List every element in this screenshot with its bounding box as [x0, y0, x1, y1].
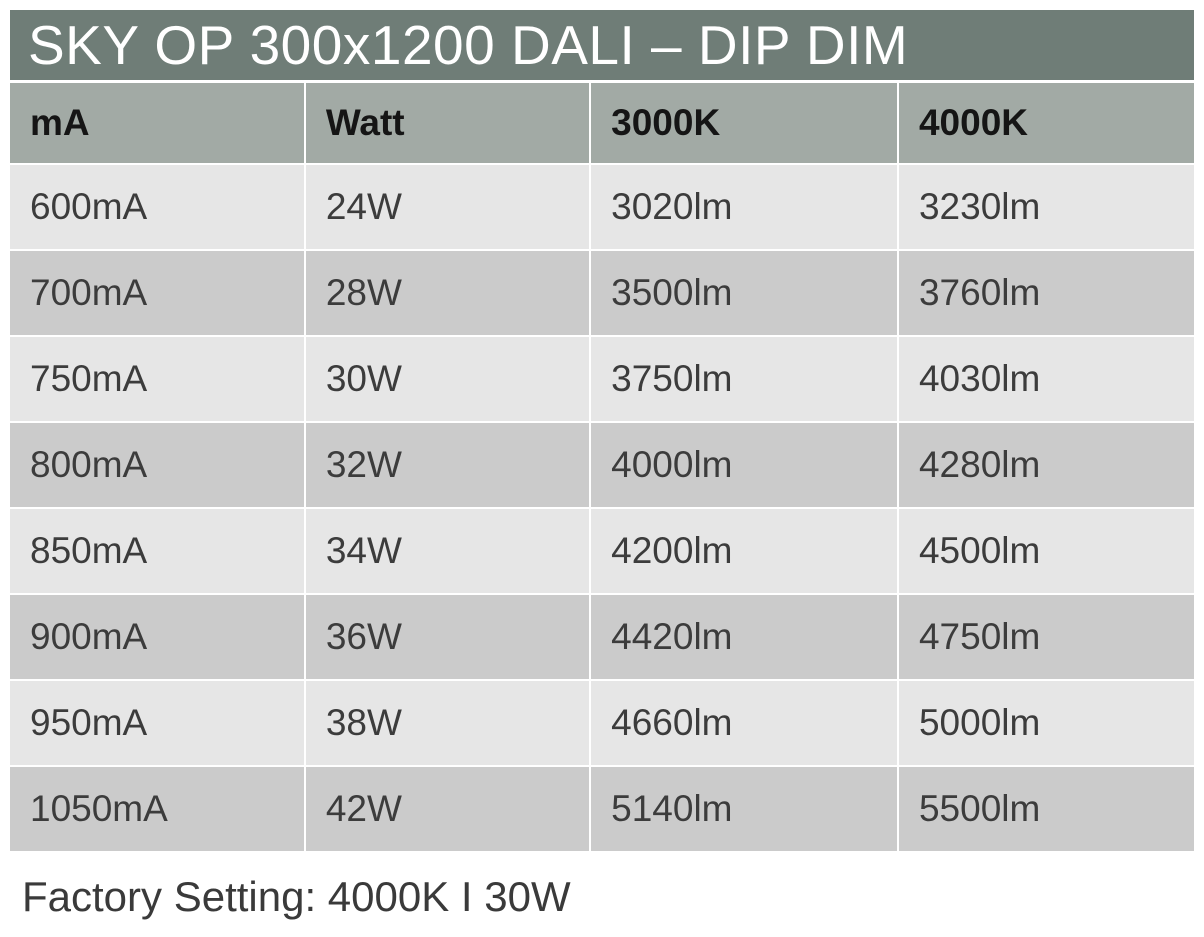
- cell-3000k: 4660lm: [590, 680, 899, 767]
- column-header-3000k: 3000K: [590, 83, 899, 165]
- cell-ma: 800mA: [10, 422, 306, 509]
- table-row: 800mA 32W 4000lm 4280lm: [10, 422, 1194, 509]
- cell-ma: 850mA: [10, 508, 306, 595]
- title-bar: SKY OP 300x1200 DALI – DIP DIM: [10, 10, 1194, 80]
- cell-3000k: 4200lm: [590, 508, 899, 595]
- cell-4000k: 3760lm: [897, 250, 1194, 337]
- table-row: 1050mA 42W 5140lm 5500lm: [10, 766, 1194, 851]
- cell-4000k: 4030lm: [897, 336, 1194, 423]
- cell-ma: 1050mA: [10, 766, 306, 851]
- table-row: 850mA 34W 4200lm 4500lm: [10, 508, 1194, 595]
- cell-watt: 28W: [304, 250, 592, 337]
- cell-3000k: 4000lm: [590, 422, 899, 509]
- cell-watt: 30W: [304, 336, 592, 423]
- cell-watt: 32W: [304, 422, 592, 509]
- cell-ma: 750mA: [10, 336, 306, 423]
- cell-watt: 36W: [304, 594, 592, 681]
- cell-4000k: 4280lm: [897, 422, 1194, 509]
- cell-3000k: 4420lm: [590, 594, 899, 681]
- cell-4000k: 3230lm: [897, 164, 1194, 251]
- cell-watt: 24W: [304, 164, 592, 251]
- column-header-4000k: 4000K: [897, 83, 1194, 165]
- cell-ma: 950mA: [10, 680, 306, 767]
- cell-4000k: 4750lm: [897, 594, 1194, 681]
- table-row: 750mA 30W 3750lm 4030lm: [10, 336, 1194, 423]
- cell-3000k: 3500lm: [590, 250, 899, 337]
- cell-4000k: 4500lm: [897, 508, 1194, 595]
- table-row: 900mA 36W 4420lm 4750lm: [10, 594, 1194, 681]
- table-row: 950mA 38W 4660lm 5000lm: [10, 680, 1194, 767]
- header-row: mA Watt 3000K 4000K: [10, 83, 1194, 165]
- cell-ma: 900mA: [10, 594, 306, 681]
- spec-table: mA Watt 3000K 4000K 600mA 24W 3020lm 323…: [10, 83, 1194, 851]
- column-header-watt: Watt: [304, 83, 592, 165]
- table-row: 600mA 24W 3020lm 3230lm: [10, 164, 1194, 251]
- factory-setting-note: Factory Setting: 4000K I 30W: [22, 873, 571, 920]
- cell-3000k: 3750lm: [590, 336, 899, 423]
- cell-4000k: 5000lm: [897, 680, 1194, 767]
- cell-watt: 42W: [304, 766, 592, 851]
- column-header-ma: mA: [10, 83, 306, 165]
- cell-3000k: 3020lm: [590, 164, 899, 251]
- table-row: 700mA 28W 3500lm 3760lm: [10, 250, 1194, 337]
- cell-4000k: 5500lm: [897, 766, 1194, 851]
- cell-ma: 600mA: [10, 164, 306, 251]
- page-title: SKY OP 300x1200 DALI – DIP DIM: [28, 14, 909, 76]
- cell-watt: 34W: [304, 508, 592, 595]
- cell-watt: 38W: [304, 680, 592, 767]
- cell-3000k: 5140lm: [590, 766, 899, 851]
- cell-ma: 700mA: [10, 250, 306, 337]
